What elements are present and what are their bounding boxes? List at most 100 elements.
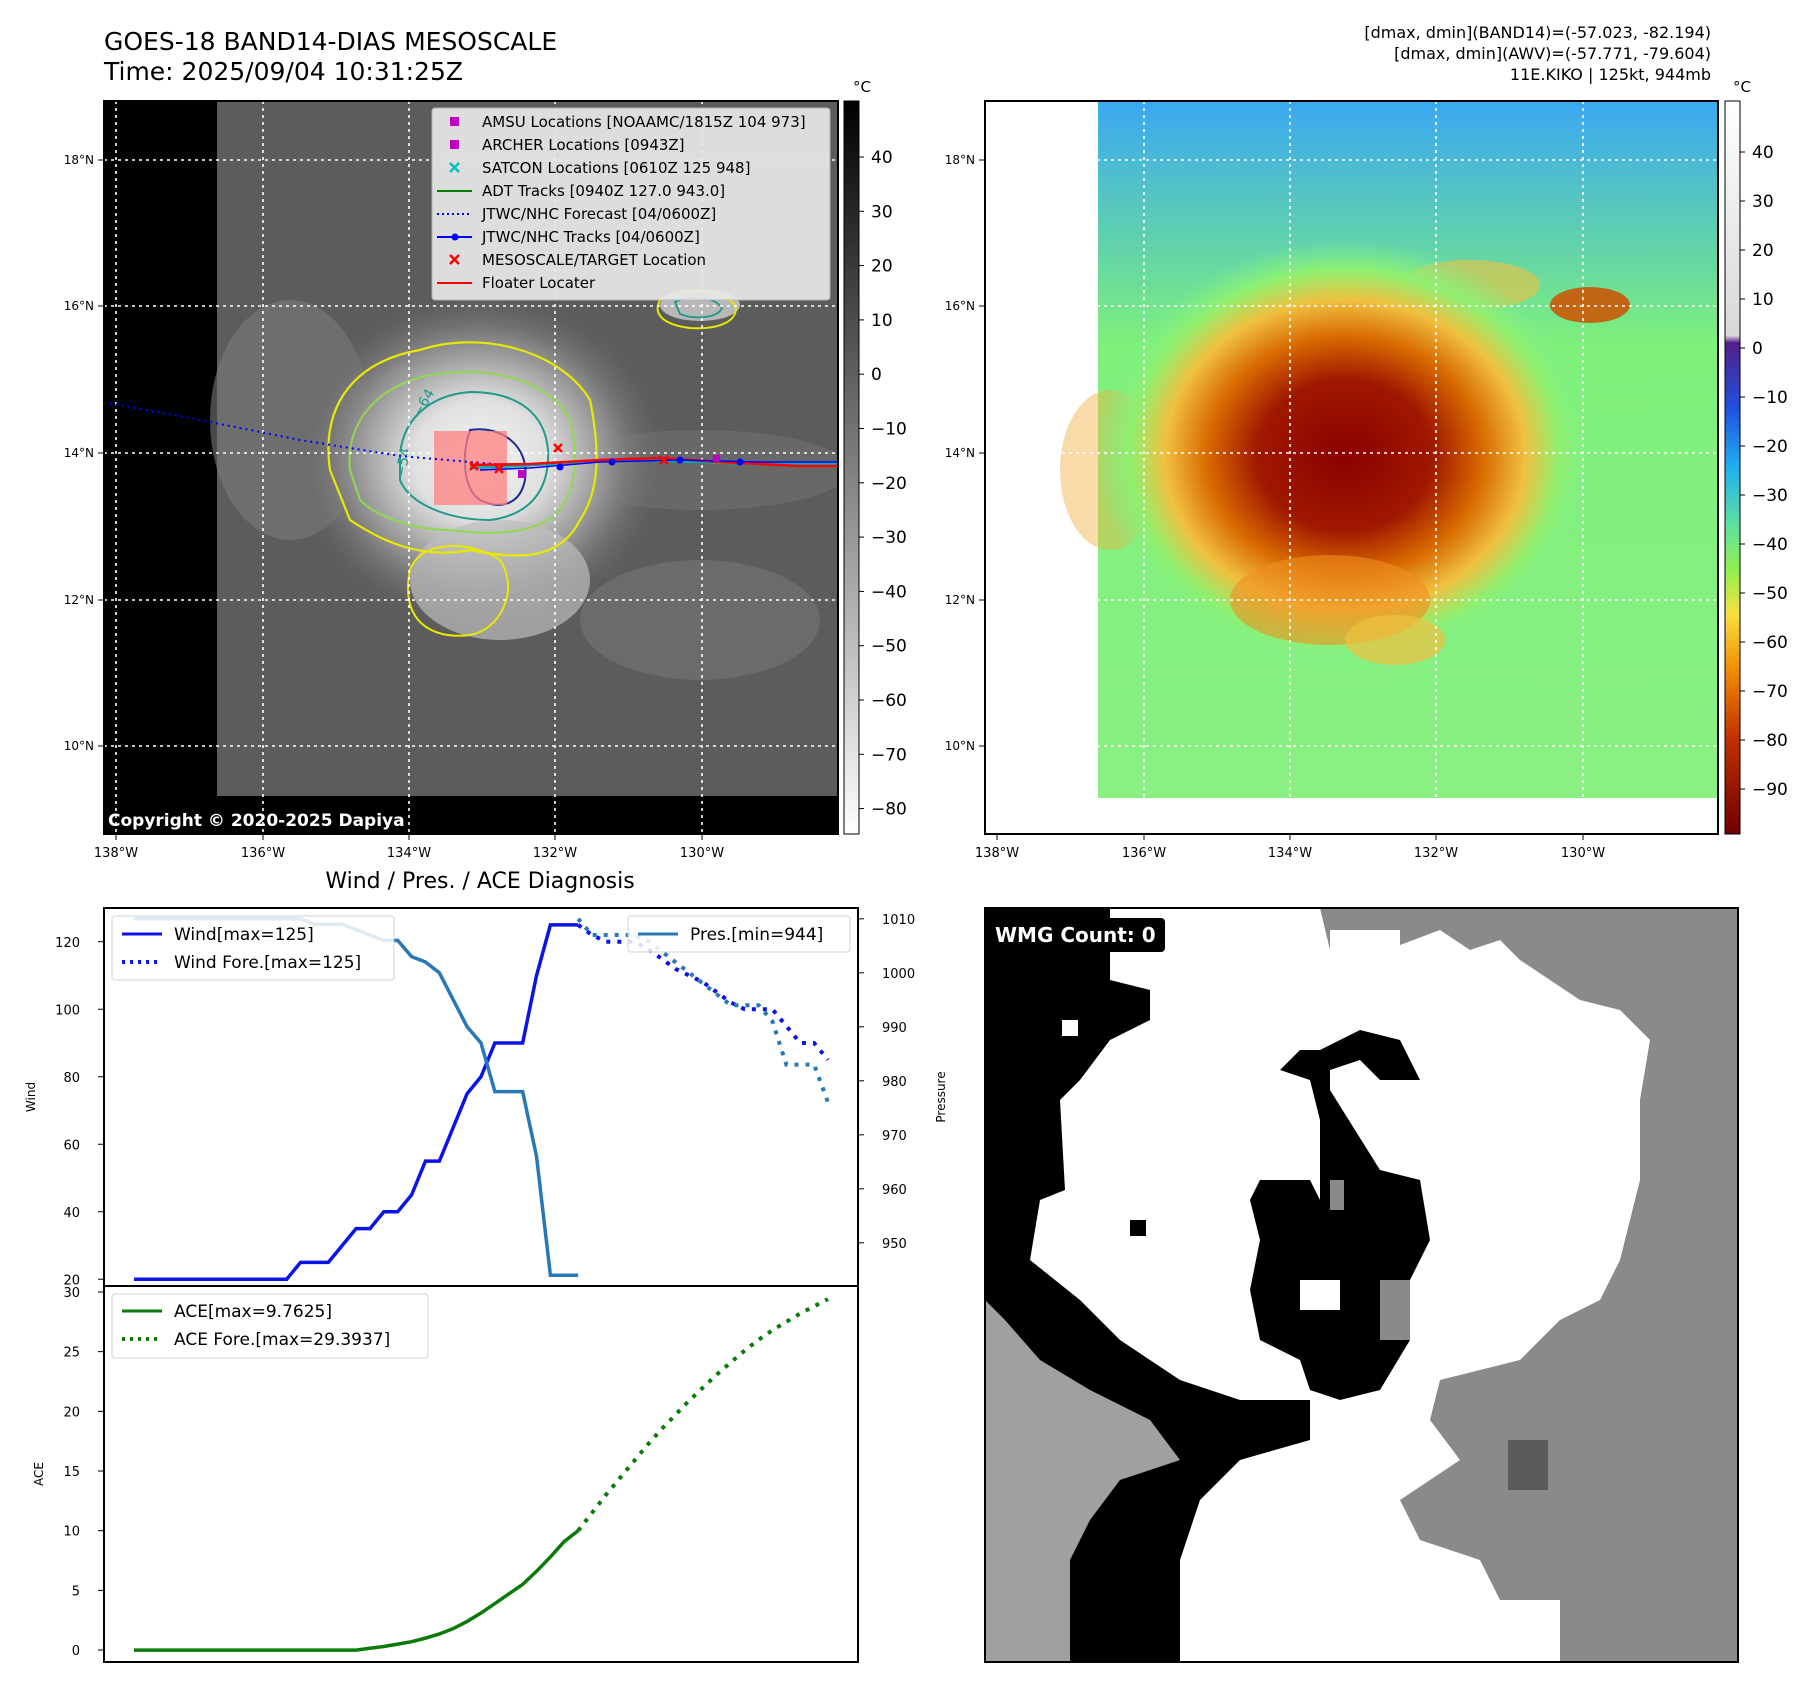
map-legend: AMSU Locations [NOAAMC/1815Z 104 973] ARC… xyxy=(431,107,831,301)
pressure-tick-label: 960 xyxy=(882,1183,907,1198)
wmg-black-band xyxy=(985,908,1310,1662)
pressure-series-line xyxy=(576,917,830,1104)
pressure-legend: Pres.[min=944] xyxy=(627,915,851,953)
colorbar-tick-label: 20 xyxy=(1752,241,1774,261)
colorbar-tick-label: 30 xyxy=(871,202,893,222)
pressure-tick-label: 950 xyxy=(882,1237,907,1252)
ace-chart: 0 5 10 15 20 25 30 ACE ACE[max=9.7625] ACE For… xyxy=(32,1285,859,1663)
pressure-tick-label: 980 xyxy=(882,1075,907,1090)
lat-tick-label: 16°N xyxy=(64,299,94,313)
legend-label: SATCON Locations [0610Z 125 948] xyxy=(482,159,750,177)
colorbar-tick-label: 0 xyxy=(1752,339,1763,359)
wind-series-line xyxy=(576,923,830,1062)
colorbar-tick-label: −10 xyxy=(1752,388,1788,408)
legend-label: MESOSCALE/TARGET Location xyxy=(482,251,706,269)
map2-frame xyxy=(984,100,1719,835)
contour-label-54: −54 xyxy=(393,447,414,479)
wind-tick-label: 120 xyxy=(55,936,80,951)
mesoscale-target-markers xyxy=(469,443,669,474)
legend-label: ADT Tracks [0940Z 127.0 943.0] xyxy=(482,182,725,200)
colorbar-tick-label: 40 xyxy=(1752,143,1774,163)
jtwc-track xyxy=(479,459,838,471)
colorbar-tick-label: 20 xyxy=(871,257,893,277)
lat-tick-label: 18°N xyxy=(64,153,94,167)
lon-tick-label: 134°W xyxy=(1268,846,1312,861)
wind-tick-label: 60 xyxy=(63,1138,80,1153)
info-line2: [dmax, dmin](AWV)=(-57.771, -79.604) xyxy=(1394,44,1711,63)
colorbar-tick-label: −50 xyxy=(1752,584,1788,604)
lat-tick-label: 12°N xyxy=(64,593,94,607)
legend-item: SATCON Locations [0610Z 125 948] xyxy=(449,159,750,177)
gray-colorbar xyxy=(843,100,860,835)
colorbar-tick-label: −60 xyxy=(1752,633,1788,653)
colorbar-tick-label: −80 xyxy=(871,800,907,820)
lon-tick-label: 138°W xyxy=(94,846,138,861)
ace-tick-label: 15 xyxy=(63,1465,80,1480)
contour-yellow-south xyxy=(407,545,510,637)
figure-title-line2: Time: 2025/09/04 10:31:25Z xyxy=(103,57,463,86)
pressure-legend-label: Pres.[min=944] xyxy=(690,925,823,945)
lon-tick-label: 138°W xyxy=(975,846,1019,861)
map2-gridlines xyxy=(985,101,1718,834)
pressure-tick-label: 970 xyxy=(882,1129,907,1144)
wind-axis-label: Wind xyxy=(24,1082,38,1112)
colorbar-tick-label: 10 xyxy=(871,311,893,331)
wind-fore-legend-label: Wind Fore.[max=125] xyxy=(174,953,361,973)
wind-tick-label: 80 xyxy=(63,1071,80,1086)
colorbar-tick-label: −20 xyxy=(1752,437,1788,457)
colorbar-tick-label: −30 xyxy=(871,528,907,548)
amsu-marker xyxy=(518,470,526,478)
legend-item: ADT Tracks [0940Z 127.0 943.0] xyxy=(437,182,725,200)
colorbar-tick-label: −50 xyxy=(871,637,907,657)
colorbar-tick-label: −40 xyxy=(871,582,907,602)
ace-legend: ACE[max=9.7625] ACE Fore.[max=29.3937] xyxy=(111,1293,429,1359)
lon-tick-label: 130°W xyxy=(1561,846,1605,861)
gray-colorbar-unit: °C xyxy=(853,78,871,96)
figure-title-line1: GOES-18 BAND14-DIAS MESOSCALE xyxy=(104,27,557,56)
lat-tick-label: 16°N xyxy=(945,299,975,313)
legend-item: ARCHER Locations [0943Z] xyxy=(450,136,685,154)
colorbar-tick-label: −40 xyxy=(1752,535,1788,555)
diagnosis-title: Wind / Pres. / ACE Diagnosis xyxy=(325,869,634,894)
colorbar-tick-label: 30 xyxy=(1752,192,1774,212)
contour-teal xyxy=(399,390,550,522)
colorbar-tick-label: −70 xyxy=(871,745,907,765)
ace-tick-label: 0 xyxy=(72,1644,80,1659)
wind-series-line xyxy=(134,923,579,1281)
info-line1: [dmax, dmin](BAND14)=(-57.023, -82.194) xyxy=(1364,23,1711,42)
jtwc-track-points xyxy=(556,456,744,471)
legend-item: JTWC/NHC Tracks [04/0600Z] xyxy=(437,228,700,246)
lat-tick-label: 14°N xyxy=(945,446,975,460)
floater-track xyxy=(469,456,838,468)
lon-tick-label: 132°W xyxy=(533,846,577,861)
lat-tick-label: 10°N xyxy=(945,739,975,753)
ace-legend-label: ACE[max=9.7625] xyxy=(174,1302,332,1322)
copyright-text: Copyright © 2020-2025 Dapiya xyxy=(108,811,405,831)
colorbar-tick-label: −70 xyxy=(1752,682,1788,702)
lon-tick-label: 134°W xyxy=(387,846,431,861)
wind-legend: Wind[max=125] Wind Fore.[max=125] xyxy=(111,915,395,981)
colorbar-tick-label: 0 xyxy=(871,365,882,385)
pressure-tick-label: 990 xyxy=(882,1021,907,1036)
colorbar-tick-label: −80 xyxy=(1752,731,1788,751)
info-line3: 11E.KIKO | 125kt, 944mb xyxy=(1510,65,1711,84)
legend-item: AMSU Locations [NOAAMC/1815Z 104 973] xyxy=(450,113,806,131)
legend-label: ARCHER Locations [0943Z] xyxy=(482,136,685,154)
color-map-panel: °C 403020100−10−20−30−40−50−60−70−80−90 … xyxy=(945,78,1788,861)
legend-label: AMSU Locations [NOAAMC/1815Z 104 973] xyxy=(482,113,806,131)
legend-label: JTWC/NHC Tracks [04/0600Z] xyxy=(481,228,700,246)
wmg-frame xyxy=(984,907,1739,1663)
pressure-axis-label: Pressure xyxy=(934,1071,948,1122)
ace-tick-label: 20 xyxy=(63,1405,80,1420)
ace-series-line xyxy=(134,1529,580,1652)
ace-tick-label: 5 xyxy=(72,1584,80,1599)
ace-tick-label: 25 xyxy=(63,1346,80,1361)
lon-tick-label: 136°W xyxy=(241,846,285,861)
ace-series-line xyxy=(576,1297,829,1532)
legend-item: JTWC/NHC Forecast [04/0600Z] xyxy=(437,205,716,223)
ace-fore-legend-label: ACE Fore.[max=29.3937] xyxy=(174,1330,390,1350)
wind-legend-label: Wind[max=125] xyxy=(174,925,314,945)
colorbar-tick-label: 10 xyxy=(1752,290,1774,310)
colorbar-tick-label: −20 xyxy=(871,474,907,494)
map-frame xyxy=(103,100,839,835)
